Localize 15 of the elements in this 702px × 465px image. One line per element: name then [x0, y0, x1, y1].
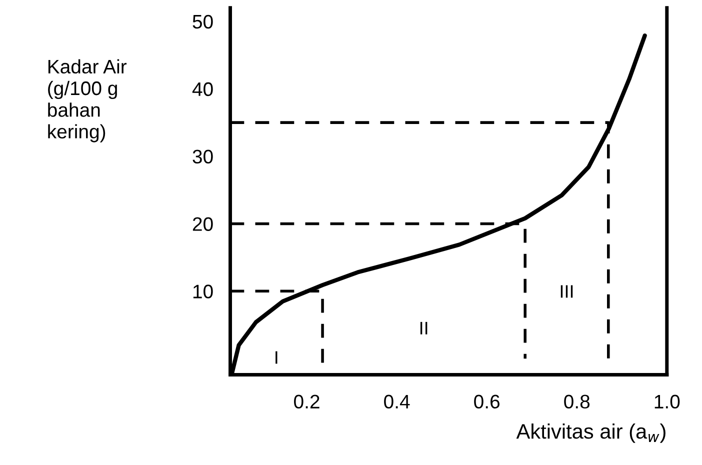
y-tick-label: 10: [193, 284, 213, 298]
annotation: II: [420, 322, 428, 334]
annotation: III: [560, 285, 573, 298]
x-tick-label: 0.6: [474, 394, 500, 409]
x-tick-label: 0.8: [564, 394, 590, 409]
y-tick-label: 20: [192, 217, 213, 231]
y-tick-label: 30: [192, 150, 213, 164]
x-tick-label: 0.4: [384, 394, 410, 409]
y-axis-title: Kadar Air (g/100 g bahan kering): [48, 59, 127, 142]
x-axis-title: Aktivitas air (a$_{w}$): [516, 423, 666, 443]
x-tick-label: 0.2: [294, 394, 320, 409]
y-tick-label: 40: [192, 82, 213, 96]
x-tick-label: 1.0: [654, 394, 680, 409]
annotation: I: [276, 351, 278, 364]
y-tick-label: 50: [192, 14, 213, 29]
